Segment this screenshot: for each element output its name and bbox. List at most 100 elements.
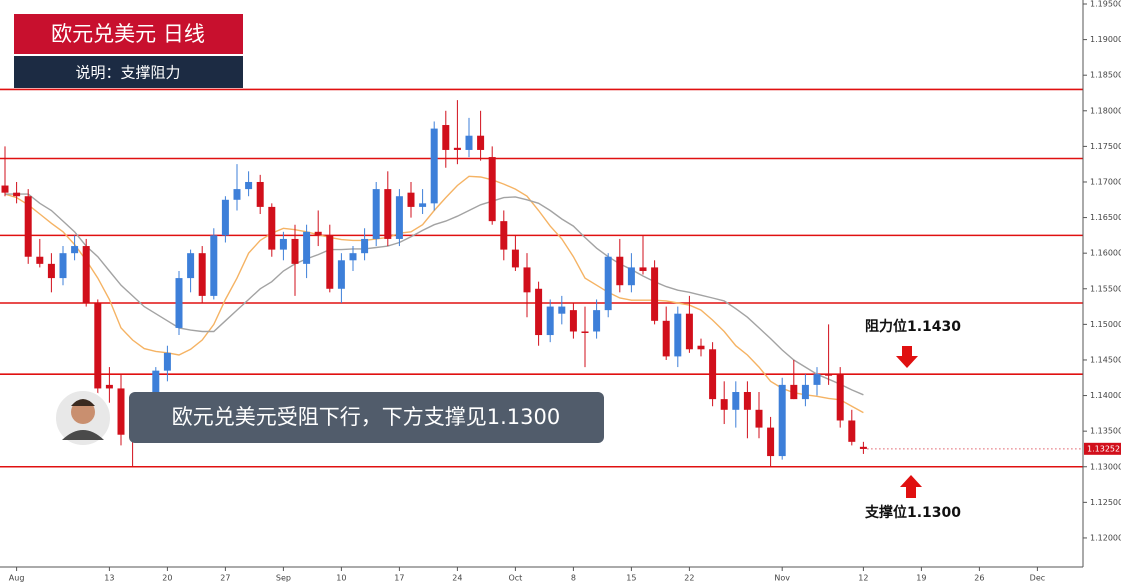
x-tick-label: 19 [916,574,926,583]
candle-body [210,235,218,296]
last-price-label: 1.13252 [1087,444,1120,453]
candle-body [233,189,241,200]
x-tick-label: 15 [626,574,636,583]
candle-body [453,147,461,150]
candle-body [1,185,9,193]
x-tick-label: 20 [162,574,172,583]
caption: 欧元兑美元受阻下行，下方支撑见1.1300 [172,405,560,429]
candle-body [349,253,357,261]
y-tick-label: 1.19000 [1090,35,1121,44]
candle-body [651,267,659,321]
candle-body [477,135,485,150]
annotation: 阻力位1.1430 [865,318,961,335]
y-tick-label: 1.12000 [1090,533,1121,542]
candle-body [546,306,554,336]
candle-body [709,349,717,400]
y-tick-label: 1.16500 [1090,213,1121,222]
candle-body [639,267,647,271]
candle-body [71,246,79,254]
candle-body [616,256,624,286]
x-tick-label: 12 [858,574,868,583]
candle-body [407,192,415,207]
candle-body [256,181,264,207]
candle-body [767,427,775,457]
candle-body [697,345,705,350]
candle-body [372,189,380,239]
candle-body [314,231,322,236]
candle-body [569,310,577,332]
candle-body [221,199,229,236]
y-tick-label: 1.14500 [1090,355,1121,364]
candle-body [82,246,90,304]
candle-body [442,125,450,150]
y-tick-label: 1.16000 [1090,249,1121,258]
candle-body [685,313,693,350]
x-tick-label: 8 [571,574,576,583]
moving-average [5,193,864,396]
candle-body [24,196,32,257]
candle-body [291,238,299,264]
avatar [54,389,112,447]
candle-body [361,238,369,254]
up-arrow [900,475,922,498]
x-tick-label: 24 [452,574,462,583]
candle-body [500,221,508,250]
candle-body [94,303,102,389]
candle-body [674,313,682,357]
candle-body [395,196,403,239]
candle-body [801,384,809,400]
annotation: 支撑位1.1300 [864,504,961,521]
candle-body [175,278,183,328]
candle-body [430,128,438,204]
y-tick-label: 1.19500 [1090,0,1121,9]
candle-body [778,384,786,457]
candle-body [627,267,635,286]
candle-body [593,310,601,332]
candle-body [662,320,670,357]
subtitle-box [14,56,243,88]
candle-body [105,384,113,389]
y-tick-label: 1.14000 [1090,391,1121,400]
title-box [14,14,243,54]
candle-body [535,288,543,336]
candle-body [755,409,763,428]
last-price-box [1084,442,1121,455]
candle-body [337,260,345,289]
y-tick-label: 1.13500 [1090,427,1121,436]
candle-body [825,374,833,376]
candle-body [848,420,856,442]
y-tick-label: 1.15500 [1090,284,1121,293]
candle-body [813,374,821,385]
x-tick-label: Nov [774,574,790,583]
candle-body [279,238,287,250]
x-tick-label: 27 [220,574,230,583]
candle-body [384,189,392,239]
x-tick-label: 13 [104,574,114,583]
candle-body [326,235,334,289]
x-tick-label: 22 [684,574,694,583]
x-tick-label: 26 [974,574,984,583]
x-tick-label: Oct [508,574,522,583]
y-tick-label: 1.15000 [1090,320,1121,329]
moving-average [4,175,864,414]
y-tick-label: 1.17000 [1090,177,1121,186]
candle-body [47,263,55,279]
caption-box [129,392,604,443]
candle-body [59,253,67,279]
candle-body [488,157,496,222]
candle-body [465,135,473,150]
y-tick-label: 1.18000 [1090,106,1121,115]
candle-body [163,352,171,371]
candle-body [198,253,206,296]
candle-body [790,384,798,400]
y-tick-label: 1.18500 [1090,71,1121,80]
x-tick-label: Aug [9,574,25,583]
candle-body [268,206,276,250]
candle-body [13,192,21,197]
candle-body [836,374,844,421]
subtitle: 说明：支撑阻力 [75,64,180,82]
candle-body [245,181,253,190]
candle-body [152,370,160,410]
candle-body [36,256,44,264]
